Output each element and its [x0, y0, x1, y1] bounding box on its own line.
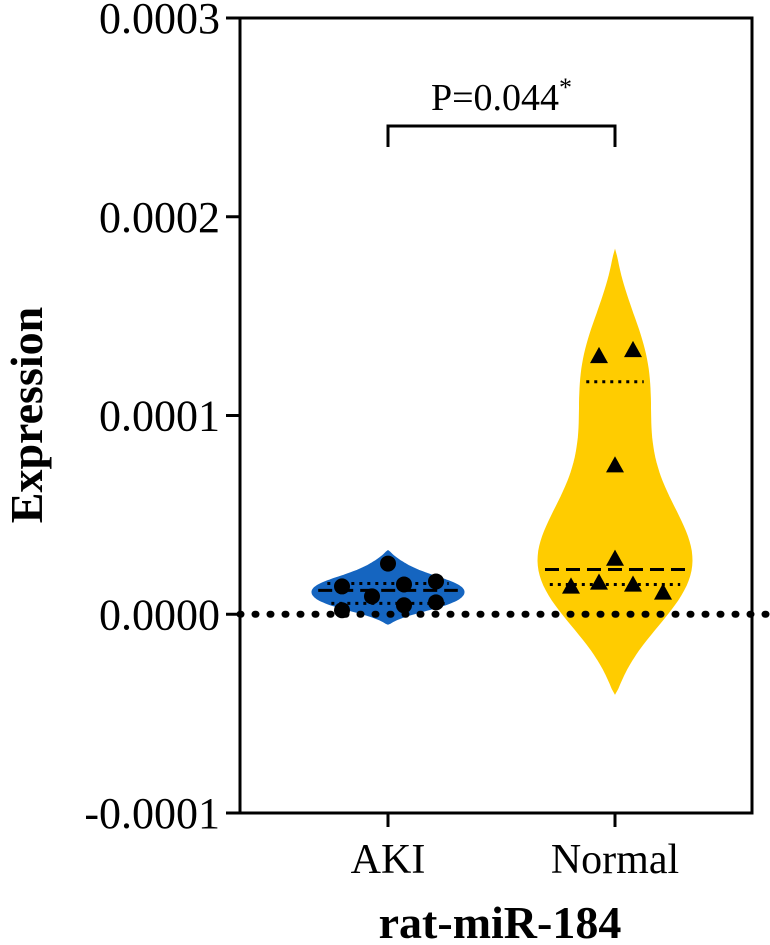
y-tick-label: 0.0002	[99, 193, 220, 242]
data-point-normal	[624, 575, 642, 592]
data-point-aki	[428, 573, 444, 590]
data-point-aki	[364, 588, 380, 605]
significance-mark: *	[559, 73, 572, 102]
data-point-aki	[428, 594, 444, 611]
data-point-normal	[590, 573, 608, 590]
data-point-normal	[562, 577, 580, 594]
data-point-normal	[654, 583, 672, 600]
data-point-aki	[396, 597, 412, 614]
p-value-text: P=0.044	[431, 77, 559, 119]
data-point-normal	[590, 346, 608, 364]
significance-bracket	[386, 124, 617, 147]
x-tick-label: AKI	[351, 837, 426, 883]
x-tick-label: Normal	[551, 837, 679, 883]
violin-aki	[311, 549, 465, 625]
y-tick-label: 0.0000	[99, 590, 220, 639]
data-point-normal	[606, 456, 624, 473]
y-tick-label: 0.0001	[99, 392, 220, 441]
data-point-normal	[606, 549, 624, 566]
data-point-aki	[380, 555, 396, 572]
x-axis-title: rat-miR-184	[379, 897, 622, 945]
y-tick-label: -0.0001	[84, 789, 220, 838]
data-point-aki	[396, 576, 412, 593]
data-point-aki	[334, 578, 350, 595]
significance-annotation: P=0.044*	[386, 73, 617, 147]
data-point-normal	[624, 340, 642, 358]
y-axis-title: Expression	[1, 307, 52, 523]
plot-frame	[238, 16, 754, 815]
y-tick-label: 0.0003	[99, 0, 220, 43]
data-point-aki	[334, 602, 350, 619]
p-value-label: P=0.044*	[431, 73, 572, 119]
